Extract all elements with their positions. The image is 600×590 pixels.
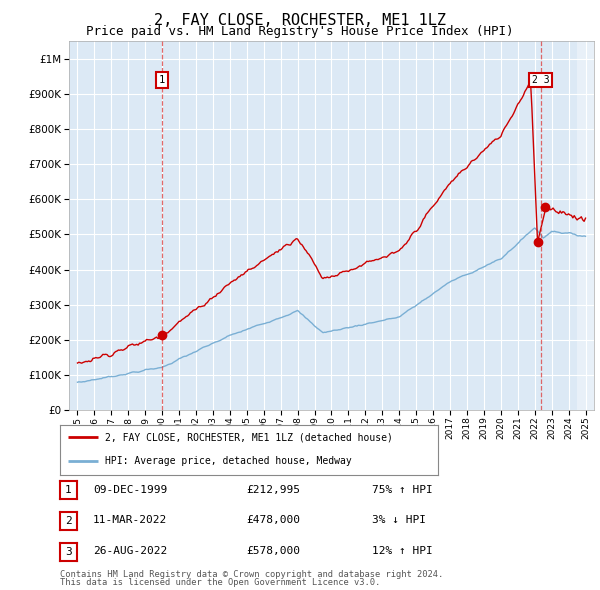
Text: 3% ↓ HPI: 3% ↓ HPI [372,516,426,525]
Text: 75% ↑ HPI: 75% ↑ HPI [372,485,433,494]
Text: £478,000: £478,000 [246,516,300,525]
Text: 26-AUG-2022: 26-AUG-2022 [93,546,167,556]
Text: Contains HM Land Registry data © Crown copyright and database right 2024.: Contains HM Land Registry data © Crown c… [60,570,443,579]
Text: 3: 3 [65,547,72,556]
Text: 2, FAY CLOSE, ROCHESTER, ME1 1LZ: 2, FAY CLOSE, ROCHESTER, ME1 1LZ [154,13,446,28]
Text: HPI: Average price, detached house, Medway: HPI: Average price, detached house, Medw… [106,456,352,466]
Text: Price paid vs. HM Land Registry's House Price Index (HPI): Price paid vs. HM Land Registry's House … [86,25,514,38]
Text: 12% ↑ HPI: 12% ↑ HPI [372,546,433,556]
Text: 11-MAR-2022: 11-MAR-2022 [93,516,167,525]
Text: 09-DEC-1999: 09-DEC-1999 [93,485,167,494]
Text: 1: 1 [159,75,165,85]
Text: 2 3: 2 3 [532,75,550,85]
Text: 2, FAY CLOSE, ROCHESTER, ME1 1LZ (detached house): 2, FAY CLOSE, ROCHESTER, ME1 1LZ (detach… [106,432,393,442]
Text: £212,995: £212,995 [246,485,300,494]
Text: 2: 2 [65,516,72,526]
Text: 1: 1 [65,486,72,495]
Text: £578,000: £578,000 [246,546,300,556]
Text: This data is licensed under the Open Government Licence v3.0.: This data is licensed under the Open Gov… [60,578,380,587]
